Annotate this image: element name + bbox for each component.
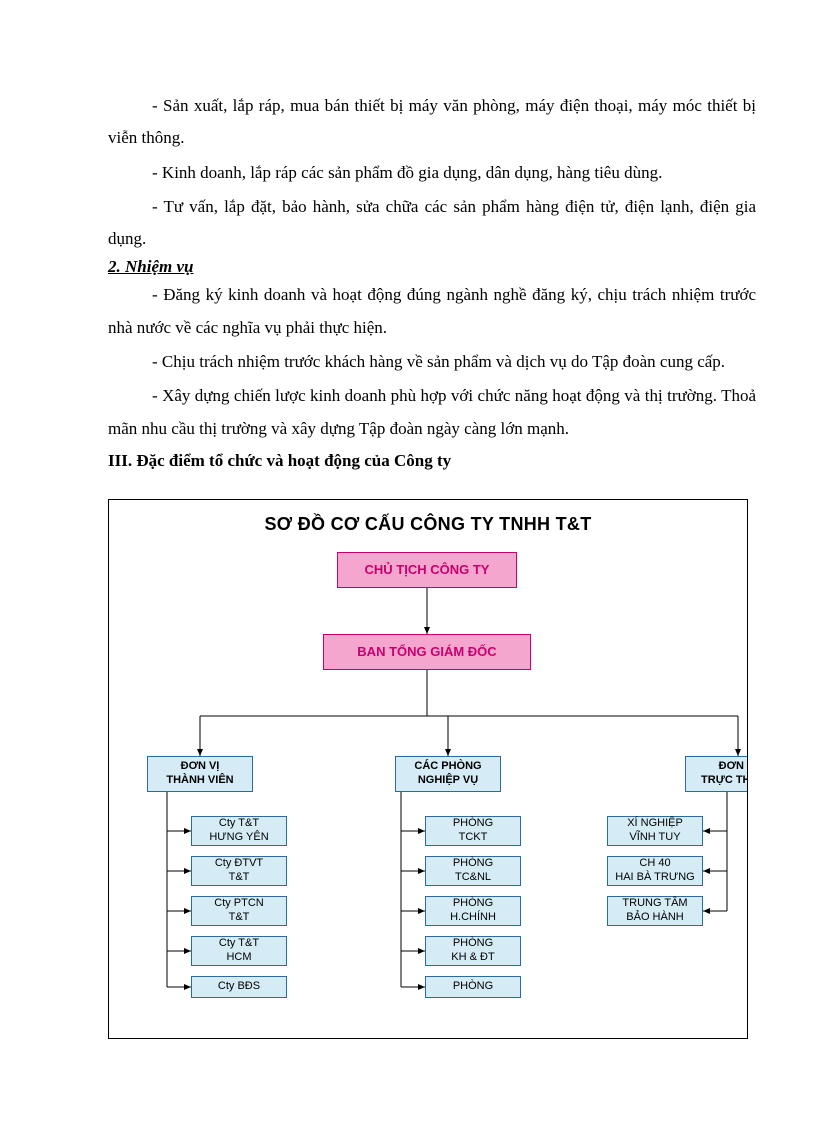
org-node-m5: PHÒNG	[425, 976, 521, 998]
org-node-donvi_tt: ĐƠN VỊTRỰC THUỘC	[685, 756, 748, 792]
org-node-l2: Cty ĐTVTT&T	[191, 856, 287, 886]
org-node-l3: Cty PTCNT&T	[191, 896, 287, 926]
paragraph: - Kinh doanh, lắp ráp các sản phẩm đồ gi…	[108, 157, 756, 189]
paragraph: - Tư vấn, lắp đặt, bảo hành, sửa chữa cá…	[108, 191, 756, 256]
org-node-r2: CH 40HAI BÀ TRƯNG	[607, 856, 703, 886]
org-node-m1: PHÒNGTCKT	[425, 816, 521, 846]
org-node-l5: Cty BĐS	[191, 976, 287, 998]
paragraph: - Chịu trách nhiệm trước khách hàng về s…	[108, 346, 756, 378]
org-node-l1: Cty T&THƯNG YÊN	[191, 816, 287, 846]
paragraph: - Đăng ký kinh doanh và hoạt động đúng n…	[108, 279, 756, 344]
paragraph: - Sản xuất, lắp ráp, mua bán thiết bị má…	[108, 90, 756, 155]
org-node-cacphong: CÁC PHÒNGNGHIỆP VỤ	[395, 756, 501, 792]
document-page: - Sản xuất, lắp ráp, mua bán thiết bị má…	[0, 0, 816, 1039]
org-node-m3: PHÒNGH.CHÍNH	[425, 896, 521, 926]
org-node-bantgd: BAN TỔNG GIÁM ĐỐC	[323, 634, 531, 670]
heading-nhiem-vu: 2. Nhiệm vụ	[108, 257, 756, 277]
org-node-m2: PHÒNGTC&NL	[425, 856, 521, 886]
org-node-l4: Cty T&THCM	[191, 936, 287, 966]
org-chart-container: SƠ ĐỒ CƠ CẤU CÔNG TY TNHH T&T CHỦ TỊCH C…	[108, 499, 748, 1039]
org-node-m4: PHÒNGKH & ĐT	[425, 936, 521, 966]
org-node-r1: XÍ NGHIỆPVĨNH TUY	[607, 816, 703, 846]
org-chart-title: SƠ ĐỒ CƠ CẤU CÔNG TY TNHH T&T	[109, 500, 747, 545]
org-node-r3: TRUNG TÂMBẢO HÀNH	[607, 896, 703, 926]
org-node-donvi_tv: ĐƠN VỊTHÀNH VIÊN	[147, 756, 253, 792]
heading-section-iii: III. Đặc điểm tổ chức và hoạt động của C…	[108, 451, 756, 471]
paragraph: - Xây dựng chiến lược kinh doanh phù hợp…	[108, 380, 756, 445]
org-node-chutich: CHỦ TỊCH CÔNG TY	[337, 552, 517, 588]
